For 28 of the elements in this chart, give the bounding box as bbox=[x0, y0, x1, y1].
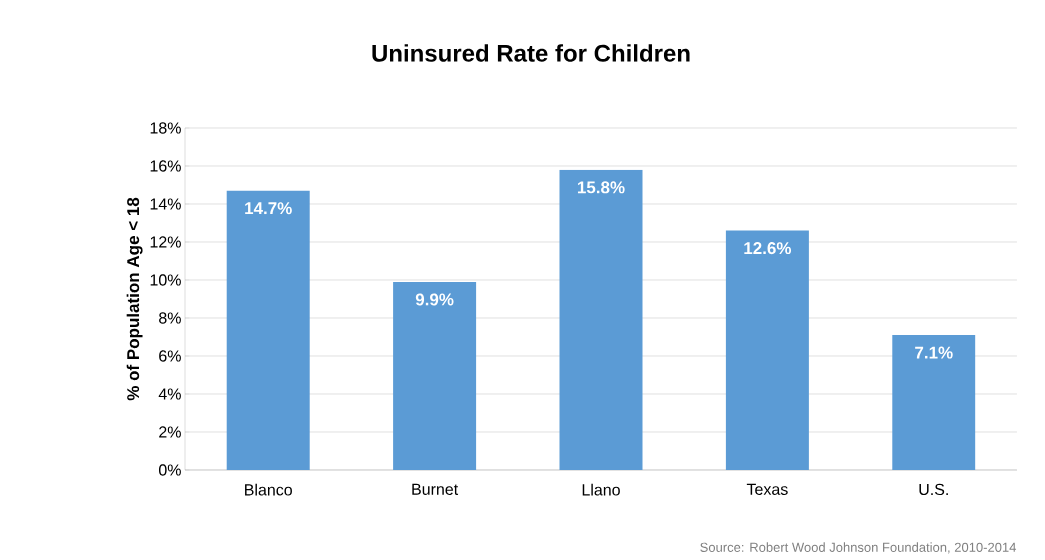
x-tick-label: Texas bbox=[746, 483, 788, 495]
chart-title: Uninsured Rate for Children bbox=[372, 44, 690, 62]
y-axis-title: % of Population Age < 18 bbox=[126, 197, 143, 401]
y-tick-label: 14% bbox=[150, 198, 181, 210]
y-tick-label: 18% bbox=[150, 122, 181, 134]
y-tick-label: 4% bbox=[158, 388, 181, 400]
bar bbox=[892, 335, 976, 470]
source-note: Source: Robert Wood Johnson Foundation, 2010-2014 bbox=[700, 542, 1017, 554]
y-tick-label: 16% bbox=[150, 160, 181, 172]
bar bbox=[725, 230, 809, 470]
x-tick-label: Llano bbox=[582, 483, 620, 496]
data-label: 7.1% bbox=[915, 346, 953, 359]
bar bbox=[393, 281, 477, 470]
y-tick-label: 10% bbox=[150, 274, 181, 286]
x-tick-label: Blanco bbox=[245, 483, 292, 496]
y-tick-label: 12% bbox=[150, 236, 181, 248]
y-tick-label: 2% bbox=[159, 426, 181, 438]
data-label: 9.9% bbox=[415, 293, 454, 306]
data-label: 12.6% bbox=[744, 242, 792, 255]
bar bbox=[226, 190, 310, 470]
y-tick-label: 6% bbox=[159, 350, 181, 362]
y-tick-label: 8% bbox=[159, 312, 181, 324]
data-label: 15.8% bbox=[577, 181, 625, 194]
bar bbox=[559, 169, 643, 470]
y-tick-label: 0% bbox=[158, 464, 181, 476]
x-tick-label: Burnet bbox=[412, 483, 459, 495]
x-tick-label: U.S. bbox=[919, 483, 948, 496]
data-label: 14.7% bbox=[245, 202, 292, 215]
